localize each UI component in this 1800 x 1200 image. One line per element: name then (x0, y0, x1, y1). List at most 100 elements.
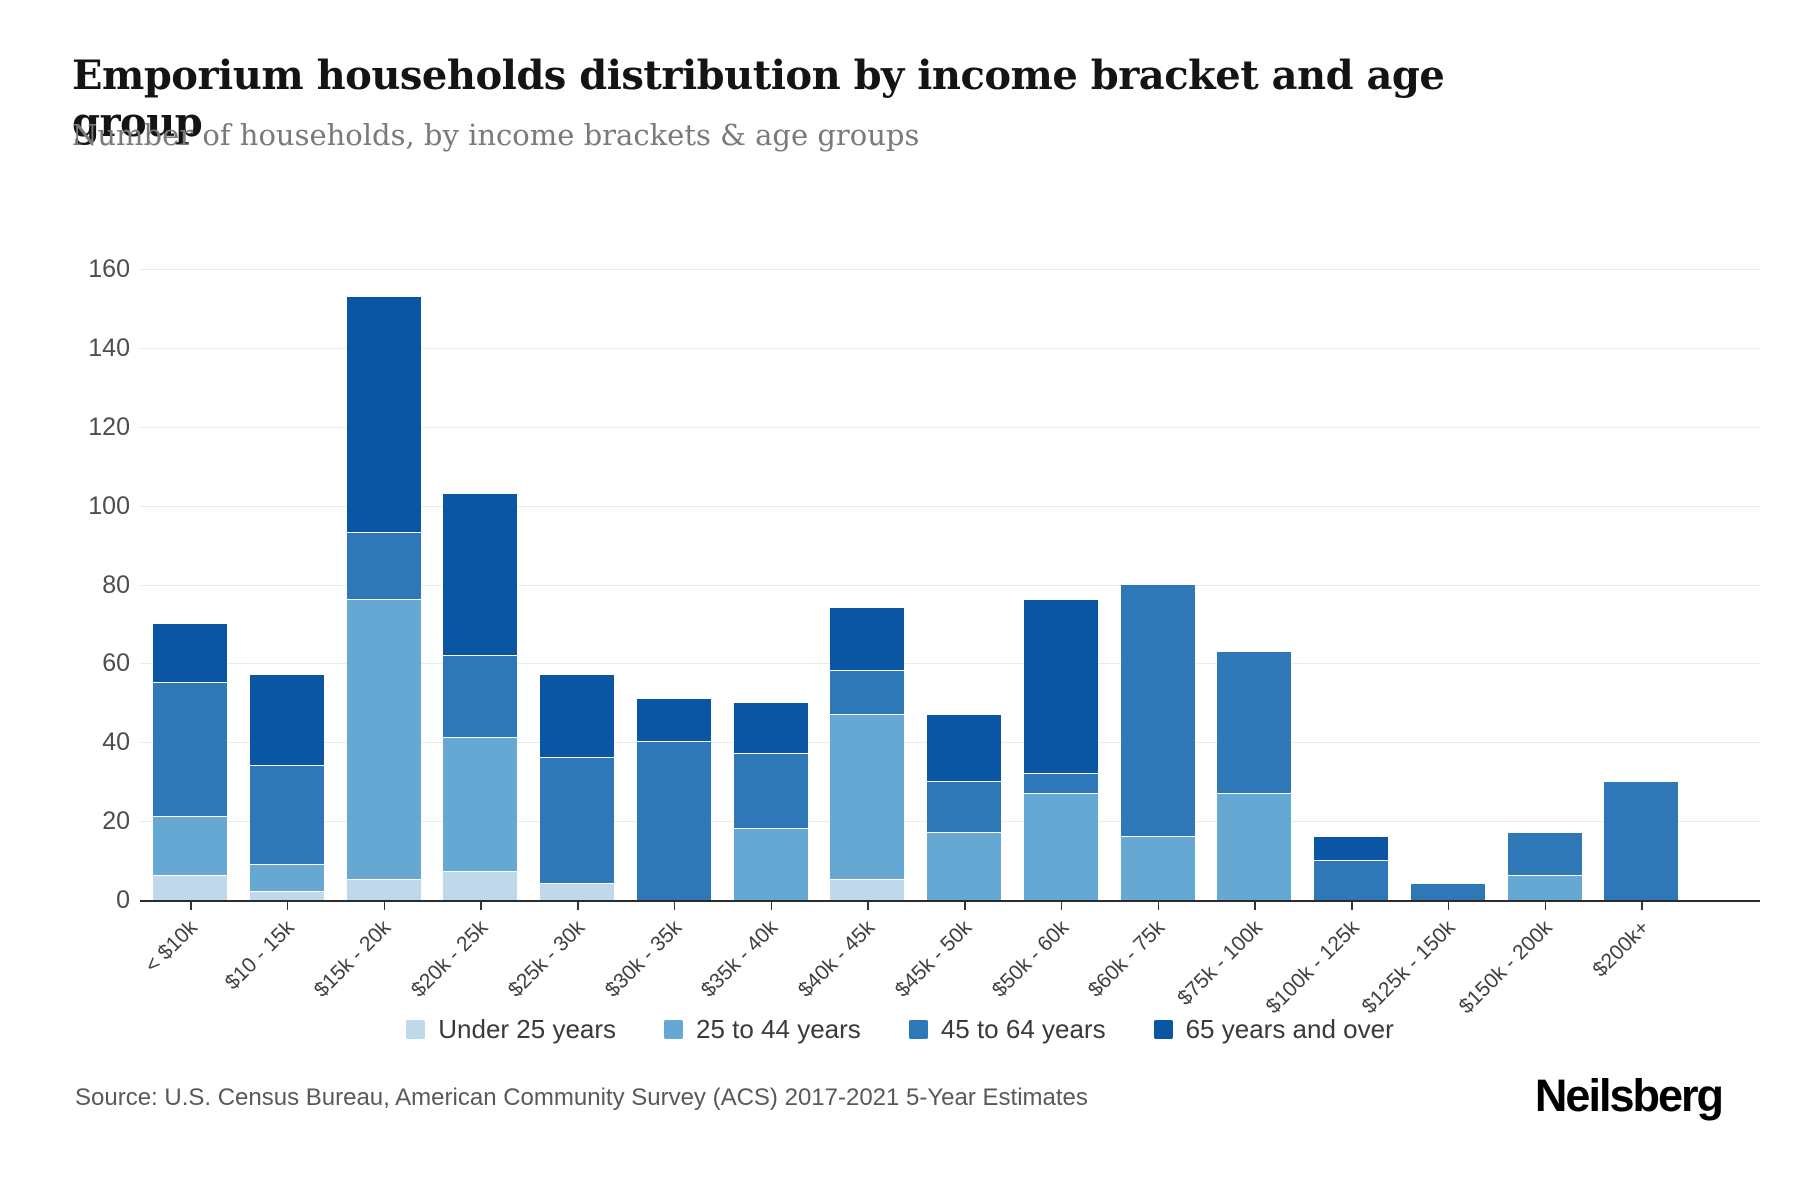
bar-segment (153, 817, 227, 877)
bar-$60k - 75k (1120, 584, 1195, 900)
plot-area (140, 255, 1760, 900)
bar-segment (346, 600, 421, 881)
bar-segment (1023, 793, 1098, 900)
gridline (140, 269, 1760, 270)
bar-segment (443, 493, 518, 656)
bar-segment (443, 655, 518, 739)
y-axis-label: 140 (88, 333, 130, 362)
x-axis-label: $125k - 150k (1357, 916, 1461, 1019)
x-axis-label: $20k - 25k (406, 916, 493, 1002)
x-axis-label: $10 - 15k (220, 916, 300, 995)
x-axis-label: $25k - 30k (503, 916, 590, 1002)
x-axis-label: $50k - 60k (987, 916, 1074, 1002)
gridline (140, 663, 1760, 665)
gridline (140, 584, 1760, 586)
bar-$45k - 50k (927, 714, 1001, 900)
legend-swatch (908, 1020, 928, 1039)
x-axis-label: $100k - 125k (1261, 916, 1364, 1019)
x-axis-label: $15k - 20k (310, 916, 396, 1002)
bar-$75k - 100k (1217, 651, 1292, 900)
bar-segment (1120, 584, 1195, 837)
legend-swatch (1153, 1020, 1173, 1039)
source-text: Source: U.S. Census Bureau, American Com… (75, 1084, 1088, 1111)
bar-segment (346, 533, 421, 601)
bar-segment (1604, 781, 1679, 900)
bar-segment (153, 683, 227, 818)
gridline (140, 505, 1760, 507)
x-axis-label: $150k - 200k (1454, 916, 1557, 1019)
legend-item: Under 25 years (406, 1014, 616, 1045)
legend-item: 65 years and over (1153, 1014, 1394, 1045)
bar-segment (733, 702, 808, 755)
bar-segment (1023, 600, 1098, 774)
legend-item: 45 to 64 years (908, 1014, 1106, 1045)
bar-$35k - 40k (733, 702, 808, 900)
y-axis-label: 100 (88, 491, 130, 520)
bar-$10 - 15k (249, 675, 324, 900)
bar-segment (1217, 651, 1292, 794)
bar-segment (443, 738, 518, 873)
y-axis-label: 160 (88, 255, 130, 283)
x-axis-tick (383, 902, 385, 910)
bar-segment (830, 714, 905, 881)
bar-$25k - 30k (540, 675, 614, 900)
x-axis-tick (1254, 902, 1256, 910)
bar-segment (636, 742, 711, 900)
x-axis-tick (770, 902, 772, 910)
bar-$125k - 150k (1410, 884, 1485, 900)
bar-segment (1023, 773, 1098, 794)
bar-$40k - 45k (830, 608, 905, 900)
x-axis-label: $200k+ (1588, 916, 1654, 982)
legend-label: 45 to 64 years (940, 1014, 1106, 1044)
y-axis-label: 60 (102, 649, 130, 678)
bar-segment (540, 675, 614, 759)
x-axis-tick (673, 902, 676, 910)
x-axis-line (140, 900, 1760, 902)
neilsberg-logo: Neilsberg (1534, 1070, 1724, 1121)
x-axis-label: $45k - 50k (890, 916, 977, 1002)
x-axis-tick (286, 902, 289, 910)
bar-segment (346, 880, 421, 900)
bar-$30k - 35k (636, 698, 711, 900)
x-axis-label: < $10k (140, 916, 203, 978)
bar-segment (733, 829, 808, 900)
bar-$50k - 60k (1023, 600, 1098, 900)
bar-segment (1507, 832, 1582, 877)
bar-segment (1120, 836, 1195, 900)
legend-swatch (406, 1020, 426, 1039)
x-axis-tick (190, 902, 192, 910)
x-axis-tick (964, 902, 966, 910)
x-axis: < $10k $10 - 15k $15k - 20k $20k - 25k $25k … (140, 902, 1760, 1019)
y-axis-label: 0 (116, 886, 130, 914)
y-axis-label: 20 (102, 807, 130, 836)
bar-segment (249, 864, 324, 893)
x-axis-label: $60k - 75k (1084, 916, 1170, 1002)
x-axis-tick (1641, 902, 1643, 910)
legend-label: 25 to 44 years (696, 1014, 861, 1044)
y-axis-label: 80 (102, 570, 130, 599)
x-axis-tick (1351, 902, 1353, 910)
bar-segment (540, 884, 614, 900)
x-axis-label: $40k - 45k (793, 916, 880, 1002)
legend-item: 25 to 44 years (664, 1014, 861, 1045)
bar-segment (249, 675, 324, 766)
bar-segment (249, 892, 324, 900)
y-axis-label: 120 (88, 412, 130, 441)
bar-segment (153, 876, 227, 900)
bar-segment (927, 714, 1001, 782)
x-axis-tick (1157, 902, 1159, 910)
x-axis-tick (480, 902, 482, 910)
bar-segment (153, 623, 227, 684)
gridline (140, 426, 1760, 428)
bar-segment (1314, 836, 1388, 861)
legend-label: 65 years and over (1185, 1014, 1394, 1044)
legend: Under 25 years 25 to 44 years 45 to 64 yea… (0, 1014, 1800, 1045)
bar-segment (1217, 793, 1292, 900)
x-axis-label: $30k - 35k (600, 916, 687, 1002)
bar-< $10k (153, 623, 227, 900)
chart-subtitle: Number of households, by income brackets… (72, 118, 920, 152)
bar-$20k - 25k (443, 493, 518, 900)
bar-$150k - 200k (1507, 832, 1582, 900)
x-axis-label: $75k - 100k (1172, 916, 1267, 1010)
bar-segment (830, 671, 905, 715)
